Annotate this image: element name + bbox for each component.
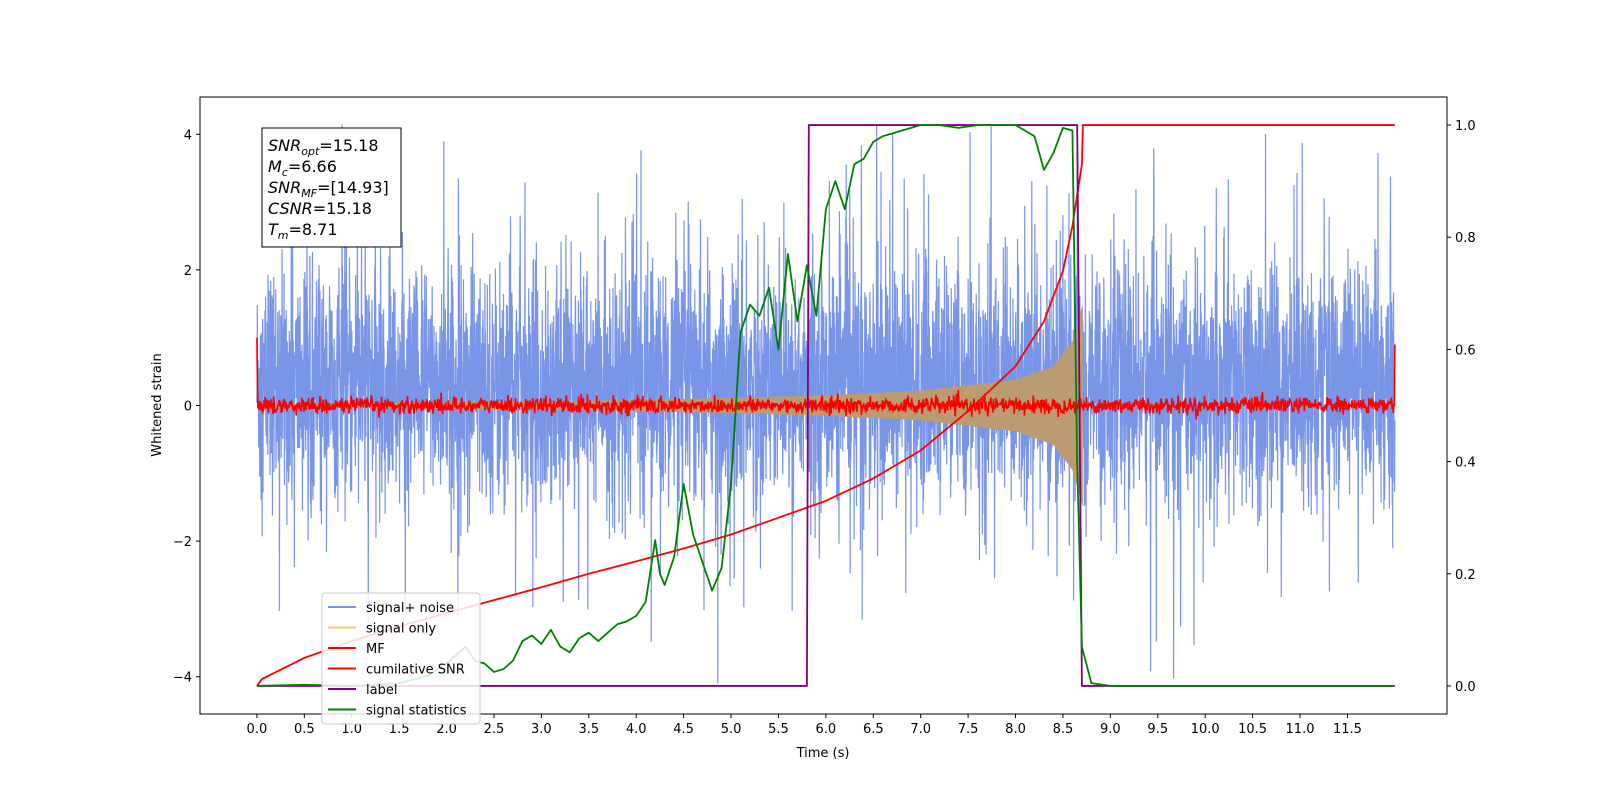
legend-label: signal+ noise <box>366 601 454 616</box>
x-tick-label: 6.5 <box>863 722 884 737</box>
annotation-subscript: opt <box>301 145 320 158</box>
y-left-tick-label: 0 <box>184 400 192 415</box>
x-tick-label: 11.5 <box>1333 722 1362 737</box>
x-tick-label: 10.0 <box>1191 722 1220 737</box>
x-tick-label: 2.5 <box>484 722 505 737</box>
annotation-subscript: c <box>282 166 288 179</box>
x-tick-label: 4.0 <box>626 722 647 737</box>
annotation-value: =15.18 <box>319 136 378 155</box>
y-left-tick-label: 2 <box>184 264 192 279</box>
x-tick-label: 0.0 <box>247 722 268 737</box>
annotation-symbol: M <box>268 157 282 176</box>
legend-label: cumilative SNR <box>366 663 465 678</box>
annotation-line: Tm=8.71 <box>268 220 338 242</box>
annotation-symbol: CSNR <box>268 199 313 218</box>
x-axis: 0.0 0.5 1.0 1.5 2.0 2.5 3.0 3.5 4.0 4.5 5.0 5.5 6.0 6… <box>247 714 1362 737</box>
annotation-value: =8.71 <box>289 220 338 239</box>
x-tick-label: 6.0 <box>816 722 837 737</box>
legend-label: signal statistics <box>366 704 467 719</box>
x-tick-label: 3.5 <box>578 722 599 737</box>
x-tick-label: 1.5 <box>389 722 410 737</box>
annotation-frame <box>261 127 402 248</box>
y-right-tick-label: 1.0 <box>1455 119 1476 134</box>
legend: signal+ noise signal only MF cumilative SNR… <box>321 592 481 725</box>
legend-frame <box>321 592 481 725</box>
legend-label: signal only <box>366 622 436 637</box>
x-tick-label: 5.0 <box>721 722 742 737</box>
annotation-subscript: MF <box>301 187 317 200</box>
annotation-symbol: SNR <box>268 136 301 155</box>
legend-label: MF <box>366 642 385 657</box>
legend-label: label <box>366 683 397 698</box>
annotation-value: =6.66 <box>288 157 337 176</box>
annotation-line: SNRMF=[14.93] <box>268 178 389 200</box>
series-signal-statistics <box>256 124 1394 687</box>
annotation-line: Mc=6.66 <box>268 157 337 179</box>
y-axis-right: 0.0 0.2 0.4 0.6 0.8 1.0 <box>1447 119 1476 695</box>
y-axis-left: −4 −2 0 2 4 <box>173 128 200 686</box>
x-tick-label: 8.5 <box>1053 722 1074 737</box>
annotation-subscript: m <box>278 229 289 242</box>
x-tick-label: 7.0 <box>910 722 931 737</box>
annotation-box: SNRopt=15.18Mc=6.66SNRMF=[14.93]CSNR=15.… <box>261 127 402 248</box>
x-tick-label: 2.0 <box>436 722 457 737</box>
y-right-tick-label: 0.8 <box>1455 231 1476 246</box>
x-tick-label: 9.5 <box>1147 722 1168 737</box>
annotation-value: =[14.93] <box>317 178 389 197</box>
x-tick-label: 1.0 <box>341 722 362 737</box>
y-right-tick-label: 0.6 <box>1455 343 1476 358</box>
y-left-tick-label: −4 <box>173 671 192 686</box>
y-right-tick-label: 0.2 <box>1455 568 1476 583</box>
y-left-tick-label: −2 <box>173 535 192 550</box>
x-tick-label: 3.0 <box>531 722 552 737</box>
y-left-tick-label: 4 <box>184 128 192 143</box>
annotation-value: =15.18 <box>313 199 372 218</box>
x-tick-label: 11.0 <box>1286 722 1315 737</box>
y-right-tick-label: 0.0 <box>1455 680 1476 695</box>
x-axis-label: Time (s) <box>796 746 850 761</box>
series-mf <box>256 337 1396 420</box>
y-right-tick-label: 0.4 <box>1455 456 1476 471</box>
x-tick-label: 4.5 <box>673 722 694 737</box>
x-tick-label: 0.5 <box>294 722 315 737</box>
y-axis-label: Whitened strain <box>150 353 165 456</box>
annotation-symbol: T <box>268 220 279 239</box>
annotation-line: CSNR=15.18 <box>268 199 372 218</box>
annotation-line: SNRopt=15.18 <box>268 136 379 158</box>
x-tick-label: 7.5 <box>958 722 979 737</box>
x-tick-label: 8.0 <box>1005 722 1026 737</box>
x-tick-label: 10.5 <box>1238 722 1267 737</box>
x-tick-label: 5.5 <box>768 722 789 737</box>
annotation-symbol: SNR <box>268 178 301 197</box>
x-tick-label: 9.0 <box>1100 722 1121 737</box>
series-signal-noise <box>256 124 1396 684</box>
